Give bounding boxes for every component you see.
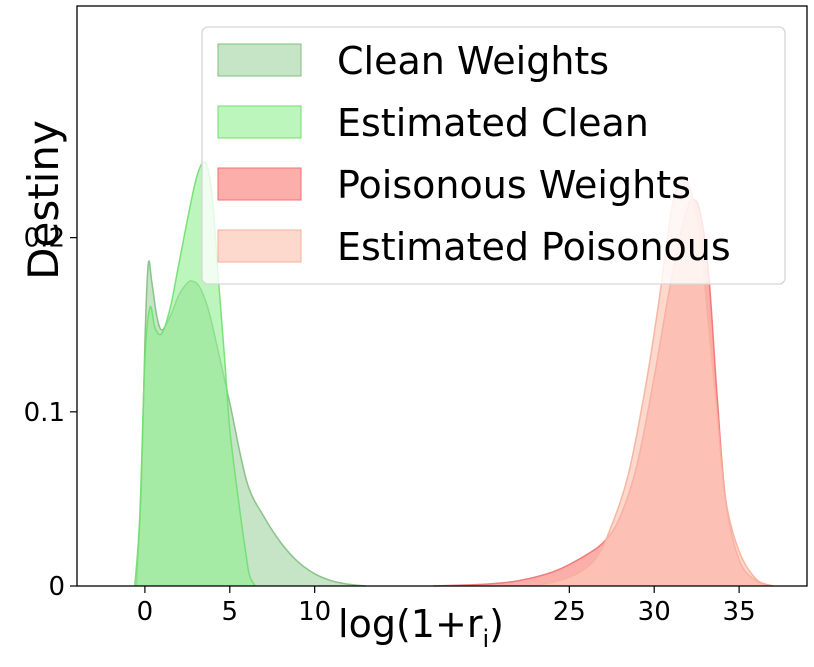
legend-swatch-clean-weights (217, 43, 302, 77)
line-estimated-clean (133, 161, 256, 587)
series-areas (133, 161, 774, 587)
x-tick-label: 10 (298, 597, 331, 627)
plot-frame (76, 5, 808, 587)
x-tick-label: 5 (222, 597, 239, 627)
x-axis-label: log(1+ri) (338, 602, 504, 653)
x-tick-label: 35 (723, 597, 756, 627)
legend-swatch-poisonous-weights (217, 167, 302, 201)
area-estimated-clean (134, 161, 256, 586)
legend: Clean Weights Estimated Clean Poisonous We… (201, 26, 786, 285)
x-tick-label: 25 (553, 597, 586, 627)
x-axis-label-subscript: i (482, 625, 489, 653)
y-axis: 0 0.1 0.2 (24, 224, 77, 602)
x-tick-label: 30 (638, 597, 671, 627)
x-tick-label: 0 (137, 597, 154, 627)
legend-swatch-estimated-clean (217, 105, 302, 139)
y-axis-label: Destiny (19, 120, 68, 280)
x-axis: 0 5 10 25 30 35 (137, 586, 756, 627)
legend-label-poisonous-weights: Poisonous Weights (337, 163, 691, 207)
y-tick-label: 0 (48, 572, 65, 602)
legend-label-clean-weights: Clean Weights (337, 39, 609, 83)
legend-frame (201, 26, 786, 285)
legend-swatch-estimated-poisonous (217, 229, 302, 263)
y-tick-label: 0.1 (24, 398, 65, 428)
legend-label-estimated-poisonous: Estimated Poisonous (337, 225, 731, 269)
y-tick-label: 0.2 (24, 224, 65, 254)
area-estimated-poisonous (535, 175, 773, 587)
legend-label-estimated-clean: Estimated Clean (337, 101, 649, 145)
